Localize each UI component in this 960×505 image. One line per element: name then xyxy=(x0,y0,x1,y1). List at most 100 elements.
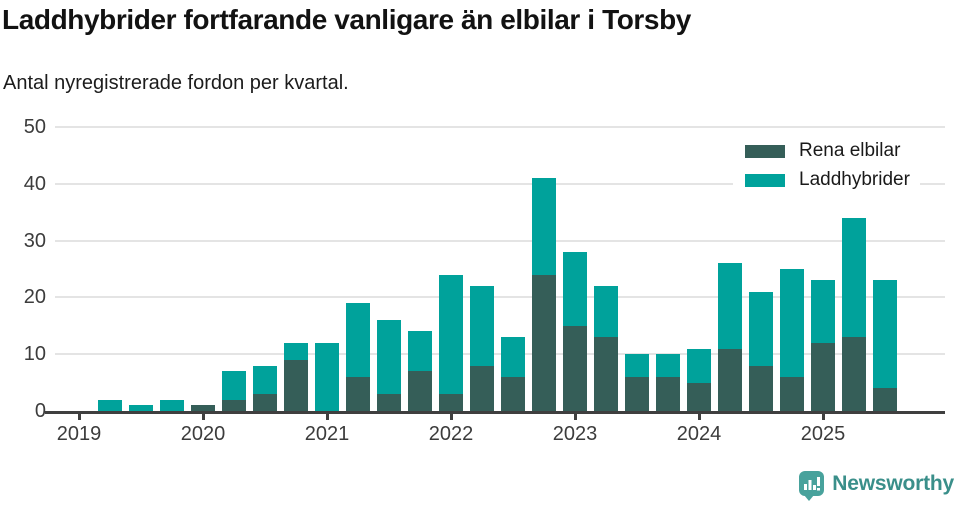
x-axis-tick-2023 xyxy=(573,414,577,420)
bar-segment-laddhybrider xyxy=(98,399,122,411)
bar-segment-laddhybrider xyxy=(749,291,773,366)
y-axis-label-40: 40 xyxy=(23,172,46,195)
x-axis-line xyxy=(55,411,945,414)
bar-segment-laddhybrider xyxy=(780,269,804,377)
bar-2021-q3 xyxy=(377,320,401,411)
x-axis-label-2020: 2020 xyxy=(180,423,226,445)
bar-segment-laddhybrider xyxy=(687,348,711,383)
bar-2019-q2 xyxy=(98,399,122,411)
y-axis-label-20: 20 xyxy=(23,286,46,309)
gridline-y-10 xyxy=(55,353,945,356)
bar-segment-rena-elbilar xyxy=(718,348,742,411)
bar-2022-q4 xyxy=(532,178,556,411)
legend-swatch-laddhybrider xyxy=(745,173,785,187)
bar-segment-laddhybrider xyxy=(718,263,742,349)
x-axis-label-2022: 2022 xyxy=(428,423,474,445)
gridline-y-30 xyxy=(55,239,945,242)
bar-2021-q4 xyxy=(408,331,432,411)
x-axis-label-2019: 2019 xyxy=(56,423,102,445)
x-axis-tick-2019 xyxy=(77,414,81,420)
y-axis-label-0: 0 xyxy=(34,400,46,422)
bar-2024-q3 xyxy=(749,291,773,411)
bar-segment-laddhybrider xyxy=(253,365,277,394)
x-axis-label-2024: 2024 xyxy=(676,423,722,445)
x-axis-tick-2025 xyxy=(821,414,825,420)
bar-segment-rena-elbilar xyxy=(594,337,618,411)
bar-2024-q4 xyxy=(780,269,804,411)
bar-2020-q2 xyxy=(222,371,246,411)
bar-segment-rena-elbilar xyxy=(470,365,494,411)
bar-2019-q3 xyxy=(129,405,153,411)
bar-segment-laddhybrider xyxy=(563,252,587,326)
bar-segment-laddhybrider xyxy=(129,405,153,411)
newsworthy-logo[interactable]: Newsworthy xyxy=(799,471,954,501)
bar-segment-laddhybrider xyxy=(346,303,370,377)
bar-segment-rena-elbilar xyxy=(687,382,711,411)
x-axis-tick-2020 xyxy=(201,414,205,420)
x-axis-label-2021: 2021 xyxy=(304,423,350,445)
bar-2021-q1 xyxy=(315,342,339,411)
bar-segment-laddhybrider xyxy=(625,354,649,377)
y-axis-label-10: 10 xyxy=(23,343,46,366)
bar-segment-rena-elbilar xyxy=(408,371,432,411)
bar-segment-rena-elbilar xyxy=(873,388,897,411)
bar-segment-laddhybrider xyxy=(315,342,339,411)
bar-segment-laddhybrider xyxy=(873,280,897,389)
bar-segment-laddhybrider xyxy=(842,217,866,338)
bar-2025-q1 xyxy=(811,280,835,411)
bar-2021-q2 xyxy=(346,303,370,411)
newsworthy-wordmark: Newsworthy xyxy=(832,471,954,495)
legend-item-rena-elbilar: Rena elbilar xyxy=(745,141,910,161)
bar-segment-laddhybrider xyxy=(408,331,432,372)
bar-2020-q4 xyxy=(284,342,308,411)
x-axis-label-2025: 2025 xyxy=(800,423,846,445)
bar-2020-q1 xyxy=(191,405,215,411)
chart-title: Laddhybrider fortfarande vanligare än el… xyxy=(2,4,691,35)
bar-segment-rena-elbilar xyxy=(625,376,649,411)
bar-segment-rena-elbilar xyxy=(284,359,308,411)
x-axis-tick-2021 xyxy=(325,414,329,420)
bar-segment-rena-elbilar xyxy=(749,365,773,411)
legend-item-laddhybrider: Laddhybrider xyxy=(745,170,910,190)
bar-segment-rena-elbilar xyxy=(377,394,401,411)
bar-segment-rena-elbilar xyxy=(346,376,370,411)
bar-2025-q3 xyxy=(873,280,897,411)
bar-2022-q2 xyxy=(470,286,494,411)
bar-segment-rena-elbilar xyxy=(842,337,866,411)
bar-2024-q1 xyxy=(687,348,711,411)
bar-segment-rena-elbilar xyxy=(780,376,804,411)
bar-2020-q3 xyxy=(253,365,277,411)
bar-segment-laddhybrider xyxy=(501,337,525,377)
legend-label-laddhybrider: Laddhybrider xyxy=(799,169,910,190)
bar-2024-q2 xyxy=(718,263,742,411)
gridline-y-20 xyxy=(55,296,945,299)
bar-segment-laddhybrider xyxy=(811,280,835,343)
bar-segment-laddhybrider xyxy=(222,371,246,400)
chart-subtitle: Antal nyregistrerade fordon per kvartal. xyxy=(3,72,349,94)
bar-2022-q3 xyxy=(501,337,525,411)
bar-segment-rena-elbilar xyxy=(656,376,680,411)
bar-segment-rena-elbilar xyxy=(439,394,463,411)
gridline-y-40 xyxy=(55,182,945,185)
bar-2023-q2 xyxy=(594,286,618,411)
bar-2023-q1 xyxy=(563,252,587,411)
x-axis-tick-2022 xyxy=(449,414,453,420)
y-axis-label-30: 30 xyxy=(23,229,46,252)
bar-2023-q3 xyxy=(625,354,649,411)
x-axis-tick-2024 xyxy=(697,414,701,420)
bar-segment-laddhybrider xyxy=(532,178,556,275)
legend: Rena elbilar Laddhybrider xyxy=(733,137,920,196)
bar-segment-laddhybrider xyxy=(594,286,618,338)
bar-segment-rena-elbilar xyxy=(191,405,215,411)
bar-segment-rena-elbilar xyxy=(253,394,277,411)
newsworthy-barchart-pin-icon xyxy=(799,471,825,501)
y-axis-label-50: 50 xyxy=(23,116,46,138)
bar-segment-rena-elbilar xyxy=(222,399,246,411)
bar-2025-q2 xyxy=(842,217,866,411)
bar-2023-q4 xyxy=(656,354,680,411)
bar-segment-laddhybrider xyxy=(377,320,401,394)
legend-label-rena-elbilar: Rena elbilar xyxy=(799,140,901,161)
legend-swatch-rena-elbilar xyxy=(745,144,785,158)
bar-2019-q4 xyxy=(160,399,184,411)
